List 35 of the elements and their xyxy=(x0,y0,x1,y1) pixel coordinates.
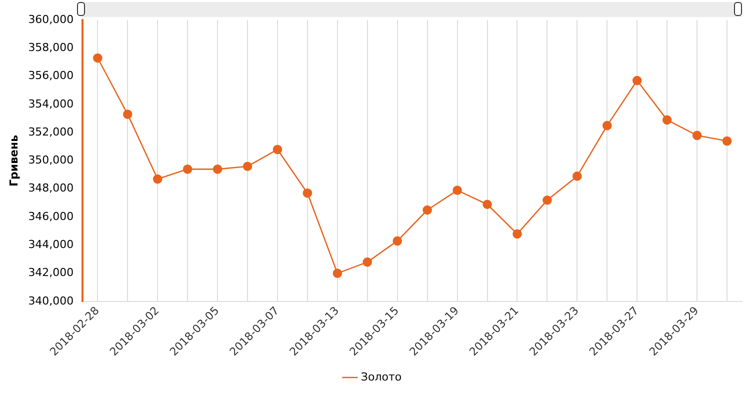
point xyxy=(512,229,522,239)
legend-label: Золото xyxy=(360,370,402,384)
point xyxy=(452,186,462,195)
point xyxy=(182,164,192,174)
point xyxy=(212,164,222,174)
point xyxy=(302,188,312,198)
point xyxy=(662,115,672,125)
y-tick-label: 360,000 xyxy=(28,12,74,26)
y-tick-label: 340,000 xyxy=(28,294,74,308)
y-tick-label: 354,000 xyxy=(28,97,74,110)
y-tick-label: 358,000 xyxy=(28,41,74,54)
y-tick-label: 350,000 xyxy=(28,154,74,167)
point xyxy=(632,76,642,86)
point xyxy=(542,195,552,205)
point xyxy=(422,205,432,215)
y-tick-label: 344,000 xyxy=(28,238,74,252)
point xyxy=(572,172,582,181)
point xyxy=(242,162,252,172)
point xyxy=(602,120,612,130)
y-tick-label: 342,000 xyxy=(28,266,74,280)
point xyxy=(392,236,402,246)
point xyxy=(692,130,702,140)
y-tick-label: 352,000 xyxy=(28,125,74,138)
y-tick-label: 356,000 xyxy=(28,69,74,82)
point xyxy=(272,144,282,154)
point xyxy=(93,53,102,63)
y-tick-label: 348,000 xyxy=(28,182,74,195)
y-axis-title: Гривень xyxy=(7,134,20,187)
point xyxy=(722,136,732,146)
point xyxy=(122,110,132,119)
y-tick-label: 346,000 xyxy=(28,210,74,223)
point xyxy=(152,174,162,184)
point xyxy=(332,268,342,278)
point xyxy=(362,257,372,267)
point xyxy=(482,200,492,210)
